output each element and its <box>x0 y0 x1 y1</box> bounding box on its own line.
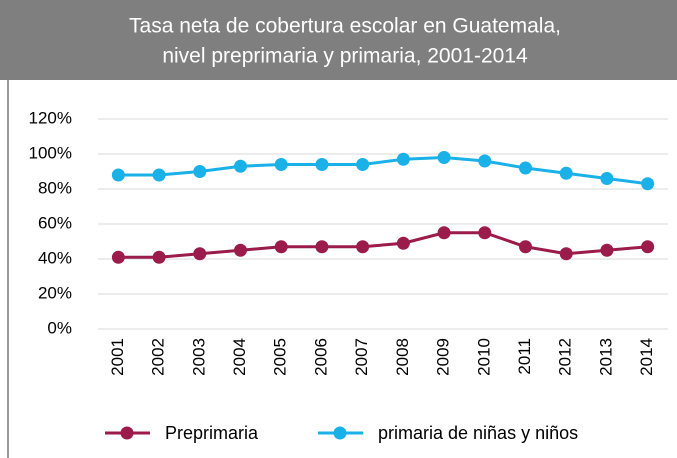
x-tick-label: 2008 <box>393 338 412 376</box>
x-tick-label: 2001 <box>108 338 127 376</box>
legend-marker <box>333 426 347 440</box>
data-point <box>111 250 125 264</box>
x-tick-label: 2003 <box>189 338 208 376</box>
data-point <box>152 168 166 182</box>
legend-marker <box>120 426 134 440</box>
data-point <box>234 159 247 173</box>
series-line <box>118 155 648 186</box>
chart-title: nivel preprimaria y primaria, 2001-2014 <box>162 45 528 68</box>
data-point <box>193 165 207 178</box>
data-point <box>600 243 614 257</box>
data-point <box>274 240 288 254</box>
data-point <box>559 166 573 180</box>
x-tick-label: 2004 <box>230 338 249 376</box>
series-line <box>118 231 648 259</box>
y-tick-label: 60% <box>38 213 72 232</box>
x-tick-label: 2013 <box>596 338 615 376</box>
data-point <box>559 247 573 261</box>
title-bar <box>0 0 677 80</box>
x-tick-label: 2005 <box>271 338 290 376</box>
data-point <box>396 236 410 250</box>
x-tick-label: 2006 <box>311 338 330 376</box>
data-point <box>519 161 532 175</box>
y-tick-label: 120% <box>29 108 72 127</box>
data-point <box>641 240 655 254</box>
x-tick-label: 2012 <box>556 338 575 376</box>
y-tick-label: 100% <box>29 143 72 162</box>
data-point <box>315 240 329 254</box>
data-point <box>478 154 492 168</box>
data-point <box>356 240 370 254</box>
legend-label: primaria de niñas y niños <box>378 423 578 443</box>
x-tick-label: 2009 <box>434 338 453 376</box>
data-point <box>193 247 207 261</box>
legend-label: Preprimaria <box>165 423 259 443</box>
data-point <box>641 177 655 191</box>
data-point <box>315 158 329 171</box>
y-tick-label: 20% <box>38 283 72 302</box>
data-point <box>274 158 288 171</box>
data-point <box>356 158 370 171</box>
x-tick-label: 2002 <box>149 338 168 376</box>
y-tick-label: 0% <box>47 318 72 337</box>
x-tick-label: 2014 <box>637 338 656 376</box>
data-point <box>437 226 451 240</box>
x-tick-label: 2010 <box>474 338 493 376</box>
data-point <box>600 172 614 185</box>
x-tick-label: 2007 <box>352 338 371 376</box>
data-point <box>437 151 451 164</box>
chart-title: Tasa neta de cobertura escolar en Guatem… <box>129 15 561 38</box>
data-point <box>396 152 410 166</box>
y-tick-label: 40% <box>38 248 72 267</box>
x-tick-label: 2011 <box>515 338 534 375</box>
data-point <box>111 168 125 182</box>
data-point <box>478 226 492 240</box>
data-point <box>234 243 247 257</box>
data-point <box>519 240 532 254</box>
data-point <box>152 250 166 264</box>
y-tick-label: 80% <box>38 178 72 197</box>
